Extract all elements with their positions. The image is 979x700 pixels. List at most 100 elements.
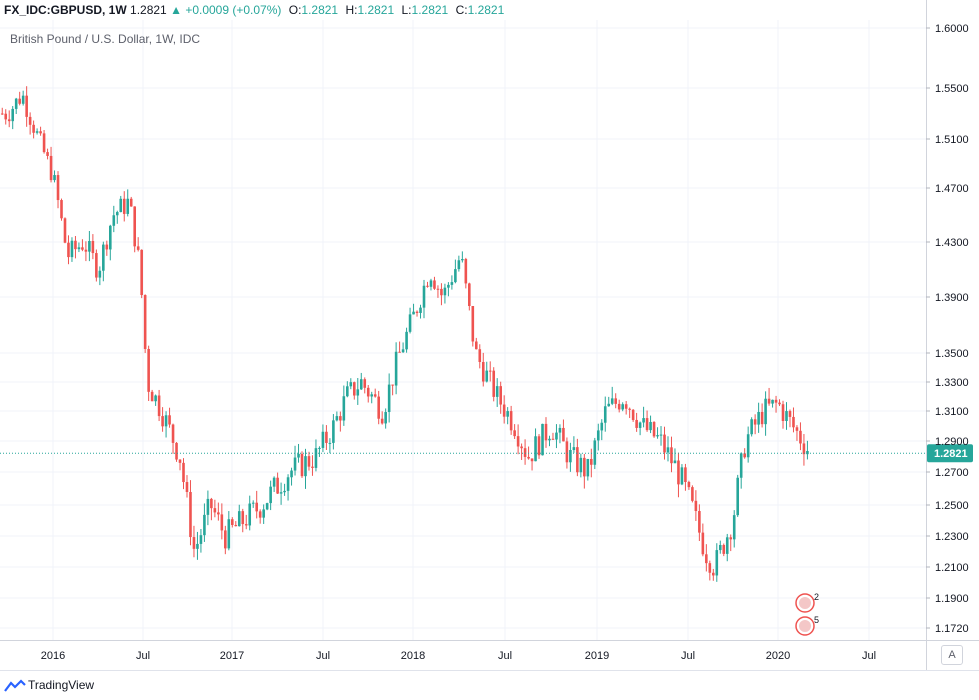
candle-body: [739, 453, 743, 478]
candle-body: [328, 442, 332, 444]
candle-body: [276, 477, 279, 494]
candle-body: [729, 537, 733, 540]
candle-body: [244, 524, 248, 526]
time-tick-label: Jul: [316, 650, 330, 662]
time-tick-label: 2018: [401, 650, 425, 662]
high-label: H:: [345, 3, 358, 17]
candle-body: [433, 280, 436, 289]
candle-body: [471, 306, 475, 342]
candle-body: [576, 447, 579, 473]
candle-body: [384, 412, 387, 424]
candle-body: [192, 537, 196, 549]
candle-body: [171, 424, 175, 443]
high-value: 1.2821: [357, 3, 395, 17]
candle-body: [474, 341, 478, 350]
economic-events[interactable]: 25: [795, 592, 819, 636]
candle-body: [115, 212, 119, 216]
open-value: 1.2821: [301, 3, 339, 17]
candle-body: [147, 348, 150, 392]
candle-body: [18, 98, 21, 104]
candle-body: [600, 422, 604, 431]
candle-body: [527, 456, 530, 459]
candle-body: [377, 396, 380, 419]
candle-body: [645, 418, 649, 431]
candle-body: [659, 434, 663, 436]
candle-body: [673, 460, 677, 464]
candle-body: [140, 249, 143, 296]
candle-body: [405, 331, 408, 350]
candle-body: [234, 524, 238, 527]
candle-body: [346, 386, 349, 397]
candle-body: [712, 572, 715, 576]
candle-body: [767, 398, 771, 404]
candle-body: [663, 434, 666, 453]
candle-body: [579, 457, 583, 473]
candle-body: [297, 453, 300, 458]
candle-body: [332, 420, 335, 443]
candle-body: [691, 487, 694, 501]
candle-body: [46, 152, 49, 156]
candle-body: [53, 175, 56, 181]
price-tick-label: 1.1720: [935, 623, 969, 635]
candle-body: [771, 399, 774, 404]
time-axis[interactable]: 2016 Jul 2017 Jul 2018 Jul 2019 Jul 2020 Jul: [41, 650, 876, 662]
candle-body: [534, 436, 537, 462]
candle-body: [168, 415, 171, 425]
candle-body: [806, 451, 809, 455]
candle-body: [286, 477, 290, 491]
candle-body: [694, 500, 698, 512]
candle-body: [77, 247, 81, 250]
candle-body: [60, 200, 63, 219]
candle-body: [88, 241, 91, 252]
candle-body: [506, 411, 509, 417]
candle-body: [628, 408, 631, 410]
symbol-header: FX_IDC:GBPUSD, 1W 1.2821 ▲ +0.0009 (+0.0…: [0, 0, 979, 20]
candle-body: [593, 440, 597, 465]
brand-name[interactable]: TradingView: [28, 678, 95, 692]
candle-body: [210, 498, 213, 509]
candle-body: [189, 491, 192, 538]
candle-body: [450, 282, 454, 285]
candle-body: [656, 435, 659, 437]
candle-body: [596, 430, 600, 441]
candle-body: [558, 427, 562, 433]
candle-body: [753, 419, 757, 425]
candle-body: [102, 244, 105, 271]
candle-body: [182, 462, 185, 483]
current-price-line: 1.2821: [0, 444, 973, 463]
candle-body: [426, 285, 429, 287]
price-label-box: [927, 444, 973, 463]
tradingview-logo-icon[interactable]: [4, 679, 26, 693]
price-tick-label: 1.3300: [935, 377, 969, 389]
candle-body: [541, 423, 544, 456]
candle-body: [0, 113, 4, 115]
candle-body: [227, 519, 231, 549]
candle-body: [516, 436, 520, 447]
auto-scale-button[interactable]: A: [941, 645, 963, 665]
price-chart[interactable]: 1.2821 1.6000 1.5500 1.5100 1.4700 1.4300 1.3…: [0, 0, 979, 670]
price-tick-label: 1.3100: [935, 406, 969, 418]
symbol-label[interactable]: FX_IDC:GBPUSD, 1W: [4, 3, 127, 17]
candle-body: [196, 543, 199, 549]
candle-body: [788, 411, 792, 417]
candle-body: [415, 311, 419, 313]
candle-body: [370, 394, 374, 397]
candle-body: [373, 394, 377, 397]
open-label: O:: [288, 3, 302, 17]
candle-body: [485, 370, 489, 382]
close-value: 1.2821: [467, 3, 505, 17]
candle-body: [760, 411, 764, 425]
chart-title: British Pound / U.S. Dollar, 1W, IDC: [10, 32, 201, 46]
price-axis[interactable]: 1.6000 1.5500 1.5100 1.4700 1.4300 1.3900 1.35…: [926, 23, 969, 635]
candle-body: [464, 258, 468, 284]
candle-body: [774, 399, 778, 403]
candle-body: [412, 311, 415, 315]
candle-body: [530, 458, 534, 462]
candle-body: [391, 384, 394, 386]
candles: [0, 86, 809, 582]
candle-body: [785, 411, 788, 422]
candle-body: [272, 477, 276, 487]
time-tick-label: Jul: [498, 650, 512, 662]
chart-grid: [0, 0, 979, 670]
candle-body: [35, 131, 39, 133]
